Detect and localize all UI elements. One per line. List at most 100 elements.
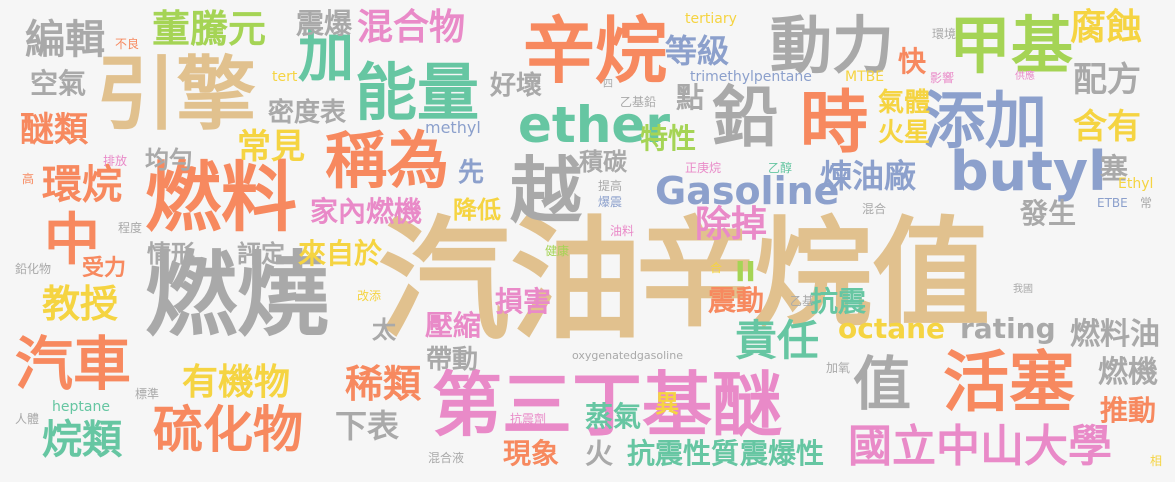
word: 時 xyxy=(800,84,869,163)
word: 快 xyxy=(898,45,927,78)
word: 常 xyxy=(1140,196,1153,210)
word: 董騰元 xyxy=(152,7,267,51)
word: 健康 xyxy=(545,244,570,258)
word: 氣體 xyxy=(878,88,931,118)
word: 高 xyxy=(22,172,35,186)
word: 程度 xyxy=(118,221,143,235)
word: 混合物 xyxy=(357,7,466,48)
word: 能量 xyxy=(355,56,480,129)
word: 太 xyxy=(372,316,396,344)
word: 腐蝕 xyxy=(1070,7,1143,48)
word: 環境 xyxy=(932,27,957,41)
word: 除掉 xyxy=(695,204,768,245)
word: heptane xyxy=(52,399,110,415)
word: 燃機 xyxy=(1098,355,1158,390)
word: 排放 xyxy=(103,154,128,168)
word: 加氧 xyxy=(826,361,851,375)
word: 乙基 xyxy=(790,294,815,308)
word: 硫化物 xyxy=(153,401,303,459)
word: 下表 xyxy=(335,407,400,445)
word: 火星 xyxy=(878,118,931,148)
word: 乙醇 xyxy=(768,161,793,175)
word: 常見 xyxy=(237,127,305,167)
word: 壓縮 xyxy=(425,309,482,342)
word: 越 xyxy=(510,149,583,233)
word: 發生 xyxy=(1020,197,1077,230)
word: 人體 xyxy=(15,412,40,426)
word: 震動 xyxy=(708,284,765,317)
word: 鉛 xyxy=(712,79,778,156)
word: ether xyxy=(518,96,670,154)
word: 含有 xyxy=(1073,107,1141,147)
word: 點 xyxy=(676,81,705,114)
word: 帶動 xyxy=(426,345,479,375)
word: 改添 xyxy=(357,289,382,303)
word: 推動 xyxy=(1100,394,1157,427)
word: 乙基鉛 xyxy=(620,95,657,109)
word: 抗震性質 xyxy=(627,437,740,470)
word: 煉油廠 xyxy=(820,157,917,195)
word: 中 xyxy=(44,208,100,273)
word: 醚類 xyxy=(20,110,88,150)
word: 添加 xyxy=(923,84,1048,157)
word: 相 xyxy=(1150,454,1163,468)
word: 提高 xyxy=(598,179,623,193)
word: 我國 xyxy=(1013,284,1033,295)
word: 辛烷值 xyxy=(636,205,991,343)
word: 稀類 xyxy=(345,362,422,406)
word: Gasoline xyxy=(655,169,840,213)
word: 不良 xyxy=(115,37,140,51)
word: 供應 xyxy=(1015,71,1035,82)
word: 辛烷 xyxy=(523,9,668,93)
word: 影響 xyxy=(930,71,955,85)
word: 先 xyxy=(458,158,485,188)
word: 火 xyxy=(585,437,614,470)
word: 環烷 xyxy=(42,162,122,208)
word: 空氣 xyxy=(30,67,87,100)
word: rating xyxy=(960,312,1056,345)
word: 鉛化物 xyxy=(15,262,52,276)
word: 四 xyxy=(603,79,613,90)
word: 損害 xyxy=(495,285,552,318)
word: 等級 xyxy=(665,32,730,70)
word: octane xyxy=(838,312,946,345)
word: 現象 xyxy=(503,437,560,470)
word: 汽車 xyxy=(15,330,132,398)
word: 塞 xyxy=(1100,152,1129,185)
word: 燃料油 xyxy=(1070,317,1160,352)
word: 稱為 xyxy=(325,124,450,197)
word: 正庚烷 xyxy=(685,161,722,175)
word: 第三丁基醚 xyxy=(432,364,782,446)
word: 混合液 xyxy=(428,451,465,465)
word: 教授 xyxy=(42,282,119,326)
word: 積碳 xyxy=(579,148,627,176)
word: 家內燃機 xyxy=(310,195,423,228)
word: 動力 xyxy=(770,9,895,82)
word: butyl xyxy=(950,140,1107,203)
word: 國立中山大學 xyxy=(848,421,1112,472)
word: 來自於 xyxy=(298,237,383,270)
word: 汽油 xyxy=(378,204,642,358)
word: 活塞 xyxy=(943,344,1075,421)
word: 震爆性 xyxy=(740,437,825,470)
word: oxygenatedgasoline xyxy=(572,349,683,362)
word: ETBE xyxy=(1097,196,1128,210)
word: 油料 xyxy=(610,224,635,238)
word: 震爆 xyxy=(296,7,353,40)
word: 配方 xyxy=(1073,60,1141,100)
word: 加 xyxy=(298,25,354,90)
word: 抗震劑 xyxy=(510,412,547,426)
word: tertiary xyxy=(685,11,737,27)
word: 混合 xyxy=(862,202,887,216)
word: 引擎 xyxy=(96,48,256,141)
word: 受力 xyxy=(82,256,127,281)
word: MTBE xyxy=(845,69,885,85)
word: 情形 xyxy=(147,240,195,268)
word: 合 xyxy=(710,261,723,275)
word: 烷類 xyxy=(42,417,122,463)
word: 密度表 xyxy=(268,98,347,128)
word: 標準 xyxy=(135,387,160,401)
word: 降低 xyxy=(453,196,501,224)
word: tert xyxy=(272,69,298,85)
